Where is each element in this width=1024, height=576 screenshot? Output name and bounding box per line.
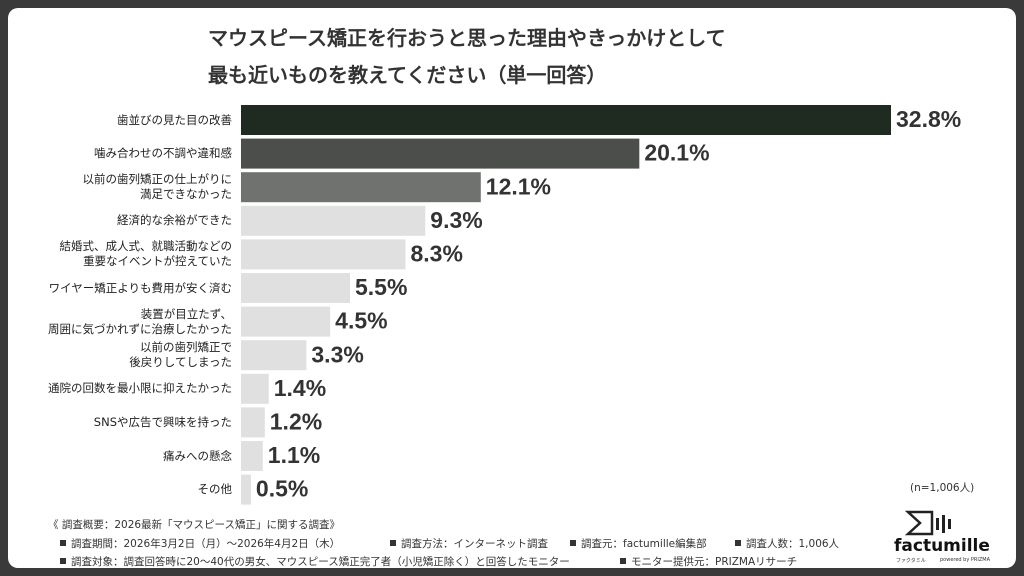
bar [241, 205, 426, 236]
bar [241, 239, 406, 270]
survey-item-text: 調査期間：2026年3月2日（月）〜2026年4月2日（木） [71, 538, 341, 550]
value-label: 0.5% [256, 476, 308, 502]
value-label: 4.5% [335, 308, 387, 334]
powered-by: powered by PRIZMA [940, 557, 991, 563]
bar [241, 340, 307, 371]
survey-item-text: 調査方法：インターネット調査 [401, 538, 548, 550]
category-label: その他 [197, 482, 233, 497]
bar [241, 306, 331, 337]
category-label: 装置が目立たず、 周囲に気づかれずに治療したかった [48, 306, 232, 336]
annotation: (n=1,006人) [910, 482, 975, 494]
category-label: 以前の歯列矯正の仕上がりに 満足できなかった [82, 172, 233, 202]
value-label: 9.3% [430, 207, 482, 233]
survey-item: 調査人数：1,006人 [735, 536, 839, 551]
chart: 32.8% 20.1% 12.1%9.3% 8.3%5.5% 4.5% 3.3% 1.4% 1… [241, 105, 961, 505]
survey-summary: 《 調査概要：2026最新「マウスピース矯正」に関する調査》 [48, 519, 341, 531]
survey-item: 調査期間：2026年3月2日（月）〜2026年4月2日（木） [60, 536, 340, 551]
survey-item-text: 調査元：factumille編集部 [581, 538, 707, 550]
survey-item: モニター提供元：PRIZMAリサーチ [620, 554, 797, 569]
value-label: 1.1% [268, 442, 320, 468]
bar [241, 172, 481, 203]
category-label: SNSや広告で興味を持った [93, 414, 232, 429]
bullet [60, 558, 66, 564]
bar [241, 441, 263, 471]
card: マウスピース矯正を行おうと思った理由やきっかけとして 最も近いものを教えてくださ… [8, 8, 1016, 568]
logo-text: factumille [894, 536, 990, 556]
survey-item-text: モニター提供元：PRIZMAリサーチ [631, 556, 798, 568]
value-label: 32.8% [896, 106, 961, 132]
category-label: 通院の回数を最小限に抑えたかった [48, 381, 232, 396]
value-label: 3.3% [311, 341, 363, 367]
logo-sub: ファクタミル [896, 558, 926, 564]
bar [241, 407, 265, 438]
bar [241, 373, 269, 404]
value-label: 5.5% [355, 274, 407, 300]
category-label: 結婚式、成人式、就職活動などの 重要なイベントが控えていた [59, 239, 233, 269]
bullet [735, 540, 741, 546]
logo-icon [904, 510, 951, 536]
chart-title: マウスピース矯正を行おうと思った理由やきっかけとして 最も近いものを教えてくださ… [208, 26, 726, 87]
category-label: ワイヤー矯正よりも費用が安く済む [48, 280, 232, 295]
category-label: 噛み合わせの不調や違和感 [94, 146, 232, 161]
bullet [390, 540, 396, 546]
category-label: 歯並びの見た目の改善 [117, 112, 232, 127]
survey-item: 調査対象：調査回答時に20〜40代の男女、マウスピース矯正完了者（小児矯正除く）… [60, 554, 570, 569]
survey-item-text: 調査人数：1,006人 [746, 538, 840, 550]
value-label: 1.4% [274, 375, 326, 401]
value-label: 8.3% [410, 240, 462, 266]
value-label: 12.1% [486, 173, 551, 199]
bullet [60, 540, 66, 546]
bar [241, 474, 251, 505]
survey-item: 調査元：factumille編集部 [570, 536, 707, 551]
logo: factumille ファクタミル powered by PRIZMA [888, 504, 998, 564]
survey-item-text: 調査対象：調査回答時に20〜40代の男女、マウスピース矯正完了者（小児矯正除く）… [71, 556, 570, 568]
bar [241, 273, 350, 303]
value-label: 1.2% [270, 408, 322, 434]
bar [241, 105, 891, 135]
category-label: 経済的な余裕ができた [117, 213, 232, 228]
survey-item: 調査方法：インターネット調査 [390, 536, 548, 551]
category-label: 以前の歯列矯正で 後戻りしてしまった [129, 340, 232, 370]
bullet [570, 540, 576, 546]
bar [241, 138, 640, 169]
bullet [620, 558, 626, 564]
value-label: 20.1% [644, 140, 709, 166]
category-label: 痛みへの懸念 [163, 448, 232, 463]
